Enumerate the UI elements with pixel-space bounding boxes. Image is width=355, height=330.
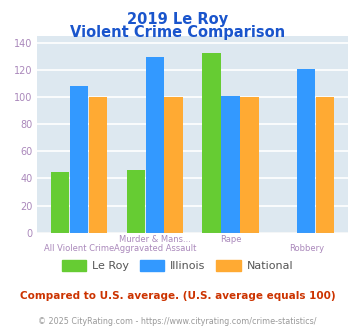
Bar <box>89 97 107 233</box>
Text: 2019 Le Roy: 2019 Le Roy <box>127 12 228 26</box>
Bar <box>146 57 164 233</box>
Bar <box>297 69 315 233</box>
Legend: Le Roy, Illinois, National: Le Roy, Illinois, National <box>58 256 297 276</box>
Bar <box>127 170 145 233</box>
Bar <box>51 172 69 233</box>
Bar <box>202 52 221 233</box>
Text: Compared to U.S. average. (U.S. average equals 100): Compared to U.S. average. (U.S. average … <box>20 291 335 301</box>
Bar <box>164 97 183 233</box>
Text: © 2025 CityRating.com - https://www.cityrating.com/crime-statistics/: © 2025 CityRating.com - https://www.city… <box>38 317 317 326</box>
Bar <box>221 96 240 233</box>
Text: Murder & Mans...: Murder & Mans... <box>119 235 191 244</box>
Text: Violent Crime Comparison: Violent Crime Comparison <box>70 25 285 40</box>
Bar <box>240 97 258 233</box>
Text: Rape: Rape <box>220 235 241 244</box>
Text: Robbery: Robbery <box>289 244 324 252</box>
Bar <box>70 86 88 233</box>
Text: Aggravated Assault: Aggravated Assault <box>114 244 196 252</box>
Bar <box>316 97 334 233</box>
Text: All Violent Crime: All Violent Crime <box>44 244 114 252</box>
